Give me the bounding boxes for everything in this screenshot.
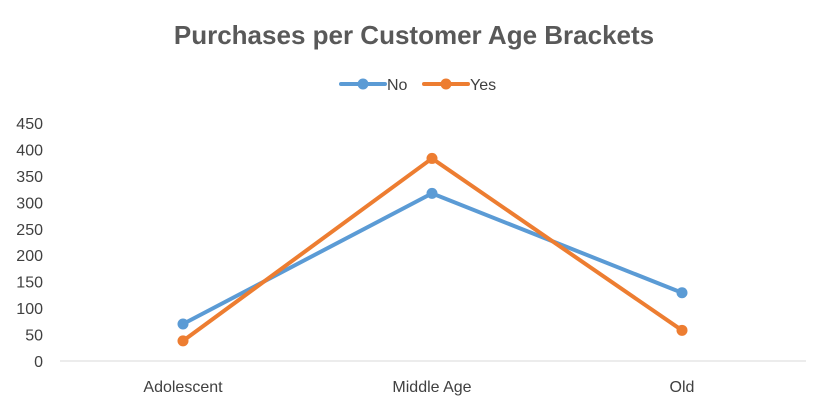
y-tick-label-5: 250 bbox=[16, 222, 43, 239]
y-tick-label-1: 50 bbox=[25, 328, 43, 345]
legend-label-yes: Yes bbox=[470, 77, 496, 94]
legend-marker-yes bbox=[440, 78, 452, 90]
data-point-yes-0 bbox=[177, 335, 189, 347]
series-line-yes bbox=[181, 156, 684, 343]
legend-marker-no bbox=[357, 78, 369, 90]
y-tick-label-0: 0 bbox=[34, 354, 43, 371]
y-tick-label-6: 300 bbox=[16, 195, 43, 212]
legend-label-no: No bbox=[387, 77, 408, 94]
y-axis: 0 50 100 150 200 250 300 350 400 450 bbox=[16, 116, 43, 371]
y-tick-label-2: 100 bbox=[16, 301, 43, 318]
data-point-no-0 bbox=[177, 318, 189, 330]
data-point-yes-2 bbox=[676, 324, 688, 336]
legend: No Yes bbox=[339, 77, 496, 94]
y-tick-label-7: 350 bbox=[16, 169, 43, 186]
y-tick-label-4: 200 bbox=[16, 248, 43, 265]
y-tick-label-8: 400 bbox=[16, 142, 43, 159]
data-point-no-1 bbox=[426, 187, 438, 199]
y-tick-label-3: 150 bbox=[16, 275, 43, 292]
series-line-no bbox=[181, 191, 684, 326]
plot-series bbox=[177, 152, 688, 347]
data-point-no-2 bbox=[676, 287, 688, 299]
x-tick-label-1: Middle Age bbox=[392, 379, 471, 396]
chart-title: Purchases per Customer Age Brackets bbox=[174, 20, 654, 50]
x-axis: Adolescent Middle Age Old bbox=[60, 360, 806, 396]
x-tick-label-0: Adolescent bbox=[143, 379, 223, 396]
y-tick-label-9: 450 bbox=[16, 116, 43, 133]
x-tick-label-2: Old bbox=[670, 379, 695, 396]
data-point-yes-1 bbox=[426, 152, 438, 164]
